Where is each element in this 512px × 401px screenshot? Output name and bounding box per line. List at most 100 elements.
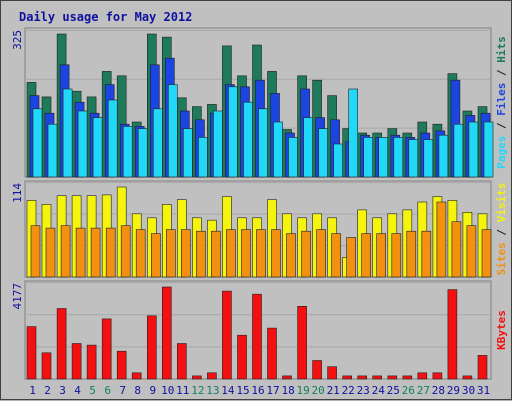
bar-pages-day-29 bbox=[453, 123, 464, 178]
bar-kbytes-day-4 bbox=[71, 343, 82, 380]
bar-kbytes-day-13 bbox=[207, 372, 217, 380]
bar-sites-day-16 bbox=[256, 229, 266, 278]
bar-sites-day-2 bbox=[45, 227, 56, 278]
bar-kbytes-day-8 bbox=[131, 372, 142, 380]
bar-pages-day-11 bbox=[183, 128, 193, 178]
bar-pages-day-5 bbox=[92, 117, 103, 178]
bar-sites-day-15 bbox=[241, 229, 251, 278]
x-tick-label-31: 31 bbox=[477, 384, 490, 397]
legend-visits-sites: Sites / Visits bbox=[495, 183, 508, 276]
bar-pages-day-13 bbox=[213, 110, 223, 178]
legend-entry-sites: Sites bbox=[495, 242, 508, 275]
bar-pages-day-17 bbox=[273, 121, 283, 178]
x-tick-label-10: 10 bbox=[161, 384, 174, 397]
y-max-label: 114 bbox=[11, 183, 24, 203]
bar-sites-day-17 bbox=[271, 229, 281, 278]
bar-pages-day-1 bbox=[32, 108, 43, 178]
bar-sites-day-7 bbox=[120, 225, 131, 278]
bar-kbytes-day-11 bbox=[177, 343, 187, 380]
bar-pages-day-24 bbox=[378, 137, 389, 178]
bar-kbytes-day-27 bbox=[417, 372, 428, 380]
bar-pages-day-20 bbox=[318, 128, 328, 178]
bar-kbytes-day-5 bbox=[86, 344, 97, 380]
bar-pages-day-12 bbox=[198, 137, 208, 178]
bar-sites-day-18 bbox=[286, 233, 296, 278]
x-tick-label-15: 15 bbox=[236, 384, 249, 397]
x-tick-label-2: 2 bbox=[44, 384, 51, 397]
bar-kbytes-day-20 bbox=[312, 360, 322, 380]
bar-pages-day-19 bbox=[303, 117, 313, 178]
bar-kbytes-day-14 bbox=[222, 290, 232, 380]
x-tick-label-5: 5 bbox=[89, 384, 96, 397]
bar-kbytes-day-28 bbox=[432, 372, 443, 380]
bar-sites-day-3 bbox=[60, 225, 71, 278]
bar-kbytes-day-24 bbox=[372, 375, 383, 380]
bar-sites-day-21 bbox=[331, 233, 341, 278]
x-tick-label-28: 28 bbox=[432, 384, 445, 397]
legend-entry-pages: Pages bbox=[495, 136, 508, 169]
bar-kbytes-day-1 bbox=[26, 326, 37, 380]
bar-sites-day-24 bbox=[376, 233, 387, 278]
bar-sites-day-4 bbox=[75, 227, 86, 278]
bar-sites-day-14 bbox=[226, 229, 236, 278]
bar-pages-day-15 bbox=[243, 101, 253, 178]
legend-entry-files: Files bbox=[495, 83, 508, 116]
x-tick-label-13: 13 bbox=[206, 384, 219, 397]
x-tick-label-4: 4 bbox=[74, 384, 81, 397]
x-tick-label-18: 18 bbox=[281, 384, 294, 397]
bar-kbytes-day-15 bbox=[237, 334, 247, 380]
bar-sites-day-6 bbox=[105, 227, 116, 278]
x-tick-label-12: 12 bbox=[191, 384, 204, 397]
legend-separator: / bbox=[495, 222, 508, 242]
bar-sites-day-22 bbox=[346, 237, 357, 278]
bar-kbytes-day-25 bbox=[387, 375, 398, 380]
bar-sites-day-23 bbox=[361, 233, 372, 278]
bar-sites-day-20 bbox=[316, 229, 326, 278]
x-tick-label-26: 26 bbox=[402, 384, 415, 397]
bar-kbytes-day-10 bbox=[162, 286, 172, 380]
x-tick-label-3: 3 bbox=[59, 384, 66, 397]
bar-sites-day-5 bbox=[90, 227, 101, 278]
bar-pages-day-26 bbox=[408, 139, 419, 178]
x-tick-label-21: 21 bbox=[327, 384, 340, 397]
bar-kbytes-day-7 bbox=[116, 350, 127, 380]
bar-kbytes-day-26 bbox=[402, 375, 413, 380]
bar-sites-day-13 bbox=[211, 230, 221, 278]
bar-sites-day-28 bbox=[436, 201, 447, 278]
y-max-label: 325 bbox=[11, 30, 24, 50]
bar-kbytes-day-16 bbox=[252, 293, 262, 380]
x-tick-label-22: 22 bbox=[342, 384, 355, 397]
bar-sites-day-9 bbox=[151, 233, 161, 278]
legend-entry-kbytes: KBytes bbox=[495, 310, 508, 350]
bar-pages-day-10 bbox=[168, 84, 178, 178]
x-tick-label-8: 8 bbox=[134, 384, 141, 397]
bar-pages-day-21 bbox=[333, 143, 343, 178]
bar-pages-day-31 bbox=[483, 121, 494, 178]
legend-entry-visits: Visits bbox=[495, 183, 508, 223]
bar-sites-day-25 bbox=[391, 233, 402, 278]
bar-pages-day-9 bbox=[153, 108, 163, 178]
bar-kbytes-day-6 bbox=[101, 318, 112, 380]
bar-sites-day-26 bbox=[406, 230, 417, 278]
bar-pages-day-8 bbox=[137, 128, 148, 178]
bar-pages-day-6 bbox=[107, 99, 118, 178]
bar-kbytes-day-9 bbox=[147, 315, 157, 380]
bar-pages-day-25 bbox=[393, 137, 404, 178]
bar-sites-day-30 bbox=[466, 225, 477, 278]
bar-kbytes-day-2 bbox=[41, 352, 52, 380]
x-tick-label-1: 1 bbox=[29, 384, 36, 397]
bar-kbytes-day-23 bbox=[357, 375, 368, 380]
bar-pages-day-4 bbox=[77, 110, 88, 178]
y-max-label: 4177 bbox=[11, 283, 24, 310]
x-tick-label-6: 6 bbox=[104, 384, 111, 397]
bar-sites-day-31 bbox=[481, 229, 492, 278]
bar-sites-day-29 bbox=[451, 221, 462, 278]
bar-pages-day-3 bbox=[62, 88, 73, 178]
x-tick-label-30: 30 bbox=[462, 384, 475, 397]
x-tick-label-14: 14 bbox=[221, 384, 235, 397]
bar-pages-day-7 bbox=[122, 126, 133, 178]
legend-entry-hits: Hits bbox=[495, 36, 508, 63]
x-tick-label-20: 20 bbox=[311, 384, 324, 397]
legend-kbytes: KBytes bbox=[495, 310, 508, 350]
